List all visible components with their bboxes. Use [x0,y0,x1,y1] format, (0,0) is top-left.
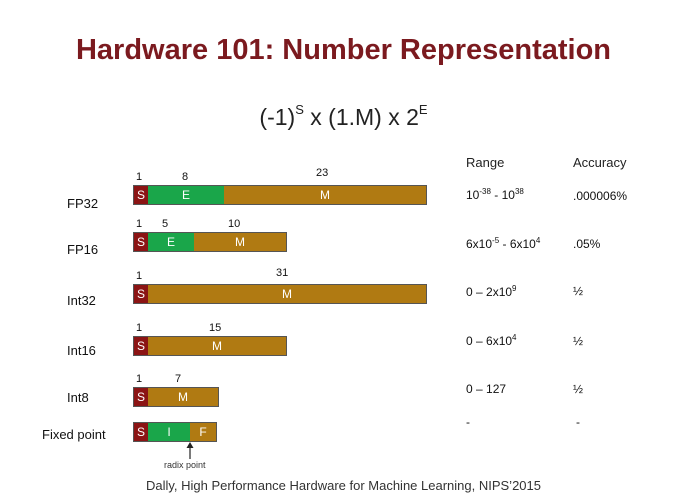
sign-segment: S [134,233,148,251]
bits-m-int32: 31 [276,267,289,279]
bits-m-fp32: 23 [316,167,329,179]
range-fixed-point: - [466,415,470,429]
radix-point-arrow-icon [186,442,194,459]
integer-segment: I [148,423,190,441]
bits-s-fp16: 1 [136,218,143,230]
mantissa-segment: M [148,388,218,406]
range-fp16: 6x10-5 - 6x104 [466,236,541,251]
slide-title: Hardware 101: Number Representation [75,34,612,66]
accuracy-int16: ½ [573,334,584,348]
exponent-segment: E [148,233,194,251]
formula-exp-e: E [418,102,428,118]
accuracy-header: Accuracy [573,155,627,170]
bar-int32: S M [133,284,427,304]
sign-segment: S [134,285,148,303]
sign-segment: S [134,337,148,355]
fraction-segment: F [190,423,216,441]
bits-s-int8: 1 [136,373,143,385]
bits-m-fp16: 10 [228,218,241,230]
mantissa-segment: M [148,285,426,303]
bar-int16: S M [133,336,287,356]
format-label-fixed-point: Fixed point [42,427,106,442]
format-label-int16: Int16 [67,343,96,358]
bar-fixed-point: S I F [133,422,217,442]
bar-fp32: S E M [133,185,427,205]
range-int32: 0 – 2x109 [466,284,517,299]
mantissa-segment: M [194,233,286,251]
format-label-fp16: FP16 [67,242,99,257]
range-int8: 0 – 127 [466,382,507,396]
bits-m-int16: 15 [209,322,222,334]
bar-int8: S M [133,387,219,407]
formula-base: (-1) [259,104,296,130]
range-header: Range [466,155,505,170]
format-label-int8: Int8 [67,390,89,405]
mantissa-segment: M [148,337,286,355]
bits-e-fp16: 5 [162,218,169,230]
accuracy-fp32: .000006% [573,189,628,203]
bits-s-int32: 1 [136,270,143,282]
accuracy-fixed-point: - [576,415,580,429]
range-fp32: 10-38 - 1038 [466,187,524,202]
formula-mid: x (1.M) x 2 [310,104,419,130]
bits-s-fp32: 1 [136,171,143,183]
format-label-int32: Int32 [67,293,96,308]
format-label-fp32: FP32 [67,196,99,211]
bits-m-int8: 7 [175,373,182,385]
formula-exp-s: S [295,102,304,118]
radix-point-label: radix point [164,460,206,470]
accuracy-int32: ½ [573,284,584,298]
accuracy-int8: ½ [573,382,584,396]
citation-footer: Dally, High Performance Hardware for Mac… [145,478,541,493]
sign-segment: S [134,388,148,406]
accuracy-fp16: .05% [573,237,601,251]
sign-segment: S [134,186,148,204]
exponent-segment: E [148,186,224,204]
formula: (-1)S x (1.M) x 2E [0,102,687,131]
bits-s-int16: 1 [136,322,143,334]
bits-e-fp32: 8 [182,171,189,183]
sign-segment: S [134,423,148,441]
bar-fp16: S E M [133,232,287,252]
mantissa-segment: M [224,186,426,204]
range-int16: 0 – 6x104 [466,333,517,348]
